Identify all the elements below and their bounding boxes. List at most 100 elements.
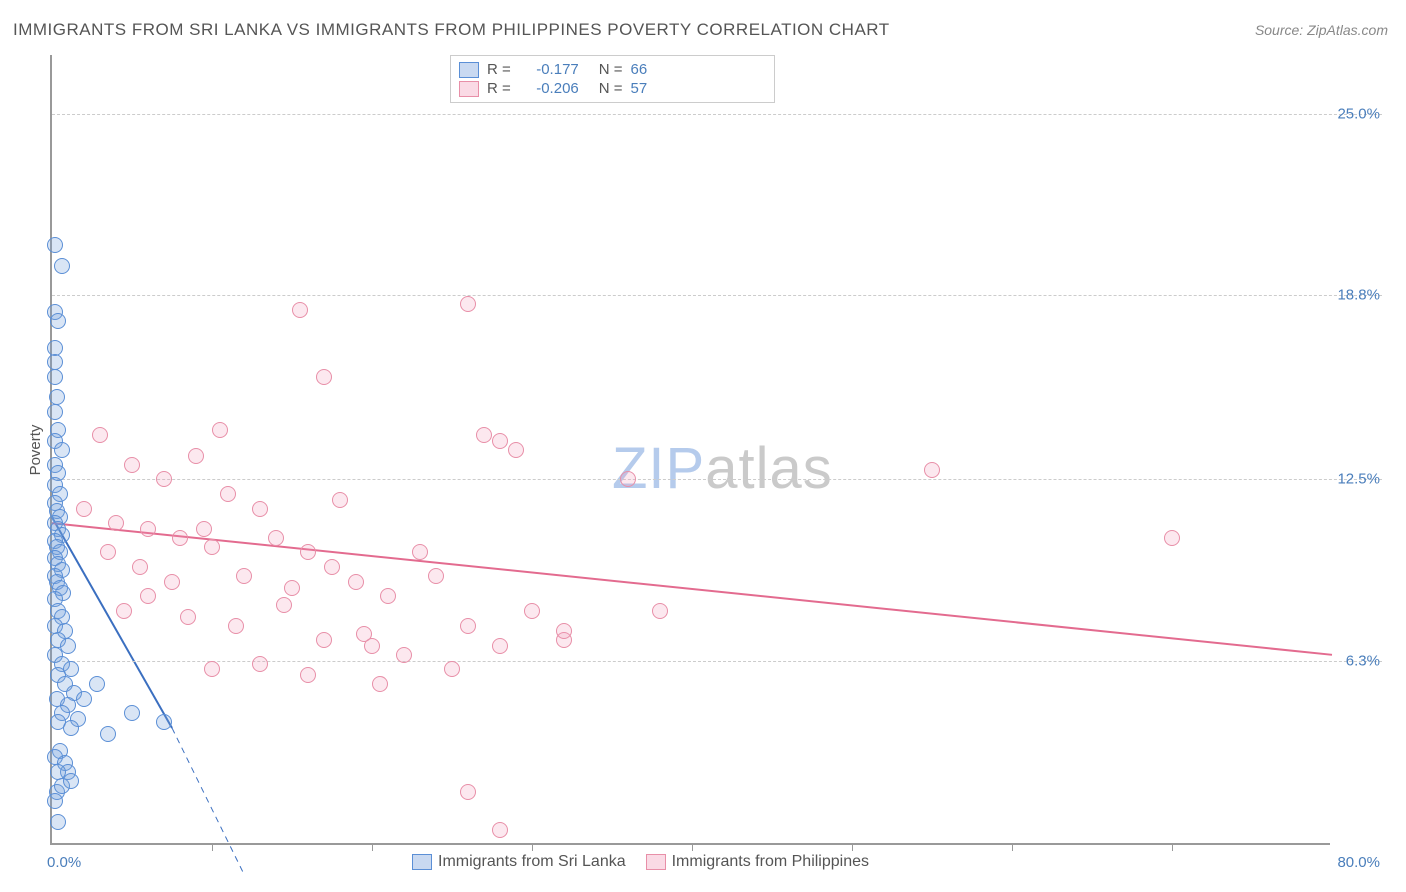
- data-point: [172, 530, 188, 546]
- data-point: [47, 793, 63, 809]
- legend-r-label: R =: [487, 80, 511, 97]
- data-point: [47, 340, 63, 356]
- data-point: [47, 404, 63, 420]
- legend-n-label: N =: [599, 61, 623, 78]
- x-tick: [852, 843, 853, 851]
- data-point: [236, 568, 252, 584]
- legend-item: Immigrants from Philippines: [646, 853, 869, 871]
- data-point: [132, 559, 148, 575]
- data-point: [204, 539, 220, 555]
- data-point: [620, 471, 636, 487]
- x-tick: [212, 843, 213, 851]
- data-point: [108, 515, 124, 531]
- data-point: [380, 588, 396, 604]
- series-legend: Immigrants from Sri Lanka Immigrants from…: [412, 853, 869, 871]
- data-point: [924, 462, 940, 478]
- data-point: [156, 471, 172, 487]
- data-point: [92, 427, 108, 443]
- x-tick: [372, 843, 373, 851]
- data-point: [252, 656, 268, 672]
- data-point: [300, 544, 316, 560]
- data-point: [268, 530, 284, 546]
- data-point: [124, 705, 140, 721]
- data-point: [180, 609, 196, 625]
- data-point: [156, 714, 172, 730]
- source-attribution: Source: ZipAtlas.com: [1255, 22, 1388, 38]
- data-point: [164, 574, 180, 590]
- data-point: [47, 354, 63, 370]
- data-point: [476, 427, 492, 443]
- watermark-zip: ZIP: [612, 436, 705, 501]
- y-tick-label: 12.5%: [1330, 471, 1380, 488]
- data-point: [1164, 530, 1180, 546]
- data-point: [100, 726, 116, 742]
- data-point: [228, 618, 244, 634]
- data-point: [47, 369, 63, 385]
- data-point: [49, 389, 65, 405]
- data-point: [460, 784, 476, 800]
- data-point: [300, 667, 316, 683]
- data-point: [188, 448, 204, 464]
- data-point: [100, 544, 116, 560]
- x-axis-max-label: 80.0%: [1337, 854, 1380, 871]
- y-tick-label: 6.3%: [1330, 652, 1380, 669]
- x-tick: [692, 843, 693, 851]
- data-point: [63, 773, 79, 789]
- data-point: [76, 501, 92, 517]
- data-point: [316, 369, 332, 385]
- legend-r-label: R =: [487, 61, 511, 78]
- data-point: [140, 521, 156, 537]
- legend-n-label: N =: [599, 80, 623, 97]
- legend-swatch: [459, 81, 479, 97]
- x-axis-min-label: 0.0%: [47, 854, 81, 871]
- data-point: [54, 258, 70, 274]
- data-point: [54, 442, 70, 458]
- legend-n-value: 57: [631, 80, 648, 97]
- data-point: [460, 296, 476, 312]
- data-point: [47, 237, 63, 253]
- data-point: [332, 492, 348, 508]
- legend-label: Immigrants from Philippines: [672, 853, 869, 871]
- data-point: [396, 647, 412, 663]
- x-tick: [1012, 843, 1013, 851]
- legend-row: R = -0.177 N = 66: [459, 60, 766, 79]
- legend-swatch: [646, 854, 666, 870]
- data-point: [63, 720, 79, 736]
- chart-area: Poverty ZIPatlas R =-0.177N =66R =-0.206…: [50, 55, 1380, 845]
- data-point: [140, 588, 156, 604]
- data-point: [492, 433, 508, 449]
- watermark-atlas: atlas: [705, 436, 833, 501]
- legend-swatch: [412, 854, 432, 870]
- correlation-legend: R = -0.177 N = 66 R = -0.206 N = 57: [450, 55, 775, 103]
- x-tick: [532, 843, 533, 851]
- data-point: [460, 618, 476, 634]
- data-point: [524, 603, 540, 619]
- watermark: ZIPatlas: [612, 435, 833, 502]
- data-point: [652, 603, 668, 619]
- data-point: [76, 691, 92, 707]
- data-point: [204, 661, 220, 677]
- legend-r-value: -0.206: [519, 80, 579, 97]
- data-point: [444, 661, 460, 677]
- legend-item: Immigrants from Sri Lanka: [412, 853, 626, 871]
- legend-n-value: 66: [631, 61, 648, 78]
- data-point: [556, 623, 572, 639]
- data-point: [220, 486, 236, 502]
- trend-lines-svg: [52, 55, 1332, 845]
- legend-swatch: [459, 62, 479, 78]
- data-point: [348, 574, 364, 590]
- data-point: [196, 521, 212, 537]
- legend-r-value: -0.177: [519, 61, 579, 78]
- data-point: [324, 559, 340, 575]
- data-point: [428, 568, 444, 584]
- data-point: [292, 302, 308, 318]
- data-point: [276, 597, 292, 613]
- x-tick: [1172, 843, 1173, 851]
- data-point: [124, 457, 140, 473]
- data-point: [492, 638, 508, 654]
- data-point: [412, 544, 428, 560]
- legend-label: Immigrants from Sri Lanka: [438, 853, 626, 871]
- data-point: [89, 676, 105, 692]
- chart-title: IMMIGRANTS FROM SRI LANKA VS IMMIGRANTS …: [13, 20, 890, 40]
- data-point: [50, 814, 66, 830]
